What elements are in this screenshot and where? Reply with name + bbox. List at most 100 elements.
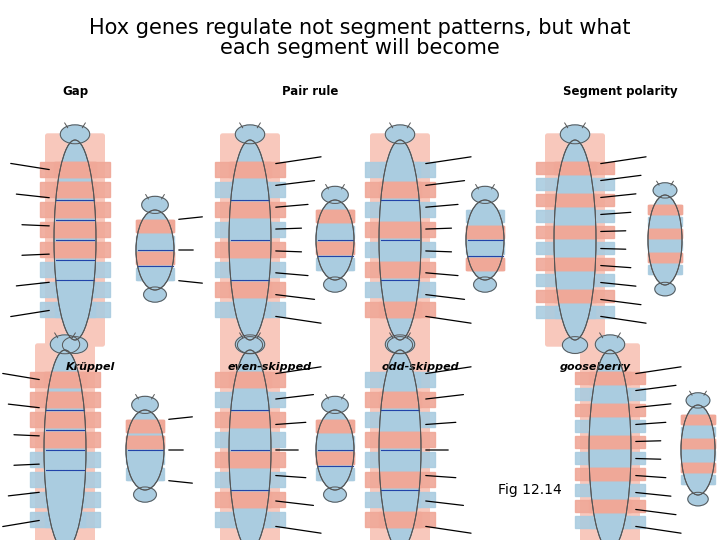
Text: Krüppel: Krüppel [66,362,114,372]
Bar [590,403,630,416]
Bar [554,161,596,173]
Bar [536,210,614,221]
Bar [590,516,630,528]
Bar [380,262,420,277]
Bar [55,222,95,237]
Bar [589,403,631,416]
Ellipse shape [316,410,354,490]
Bar [126,451,164,464]
Ellipse shape [143,287,166,302]
Bar [229,162,271,177]
Bar [316,451,354,464]
Bar [44,372,86,387]
Bar [649,217,681,226]
Bar [316,436,354,448]
Bar [55,262,95,277]
Bar [215,512,285,527]
Bar [55,242,95,257]
Bar [365,282,435,297]
Bar [126,468,164,480]
Bar [40,182,110,197]
Text: Hox genes regulate not segment patterns, but what: Hox genes regulate not segment patterns,… [89,18,631,38]
Bar [136,252,174,264]
Bar [316,258,354,269]
Bar [380,392,420,407]
Bar [40,202,110,217]
Bar [126,436,164,448]
Bar [230,202,270,217]
Bar [555,161,595,173]
Bar [555,178,595,190]
Bar [365,222,435,237]
Bar [30,432,100,447]
Bar [365,202,435,217]
Bar [40,162,110,177]
Ellipse shape [681,405,715,495]
Text: gooseberry: gooseberry [559,362,631,372]
Bar [40,282,110,297]
Bar [467,258,503,269]
Ellipse shape [387,336,413,354]
Bar [44,432,86,447]
Bar [648,217,682,226]
Bar [555,194,595,206]
Bar [230,162,270,177]
Bar [467,210,503,221]
Bar [681,427,715,436]
Bar [590,484,630,496]
Bar [555,306,595,318]
Ellipse shape [229,350,271,540]
Bar [317,436,353,448]
Bar [54,202,96,217]
Bar [365,182,435,197]
Bar [365,492,435,507]
Text: Fig 12.14: Fig 12.14 [498,483,562,497]
Bar [380,452,420,467]
Ellipse shape [686,393,710,408]
Text: Segment polarity: Segment polarity [563,85,678,98]
Ellipse shape [235,125,265,144]
Bar [136,235,174,248]
Bar [316,241,354,254]
Bar [317,451,353,464]
Bar [316,210,354,221]
Bar [30,452,100,467]
Ellipse shape [654,282,675,296]
Bar [380,412,420,427]
Bar [55,162,95,177]
Ellipse shape [466,200,504,280]
Bar [555,226,595,238]
Bar [215,242,285,257]
Bar [467,226,503,238]
Bar [365,432,435,447]
Bar [230,472,270,487]
Ellipse shape [54,140,96,340]
Bar [229,452,271,467]
Bar [45,432,85,447]
Bar [536,178,614,190]
Text: odd-skipped: odd-skipped [381,362,459,372]
Bar [649,229,681,238]
Bar [590,500,630,511]
Bar [127,468,163,480]
Bar [215,472,285,487]
Bar [54,162,96,177]
Ellipse shape [322,186,348,204]
Bar [380,512,420,527]
Ellipse shape [134,487,156,502]
Bar [681,415,715,424]
Bar [466,226,504,238]
Bar [127,451,163,464]
Ellipse shape [60,125,90,144]
Bar [54,242,96,257]
Bar [229,242,271,257]
Bar [380,162,420,177]
Ellipse shape [136,210,174,290]
Bar [136,220,174,232]
Ellipse shape [316,200,354,280]
Bar [380,472,420,487]
Bar [126,420,164,431]
Bar [536,161,614,173]
Bar [137,268,173,280]
Bar [317,241,353,254]
